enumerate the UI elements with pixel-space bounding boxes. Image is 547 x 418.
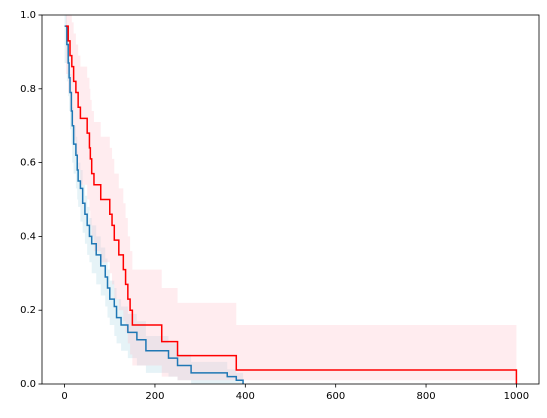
survival-line (65, 25, 518, 384)
plot-frame (41, 14, 540, 385)
x-tick-label: 400 (236, 391, 255, 402)
x-tick-label: 1000 (504, 391, 529, 402)
y-tick-label: 0.6 (20, 158, 36, 169)
y-tick-label: 1.0 (20, 10, 36, 21)
confidence-band (65, 15, 517, 381)
y-tick-label: 0.8 (20, 84, 36, 95)
x-tick-label: 0 (61, 391, 67, 402)
y-tick-label: 0.0 (20, 379, 36, 390)
y-tick-label: 0.2 (20, 305, 36, 316)
x-tick-label: 800 (416, 391, 435, 402)
x-tick-label: 600 (326, 391, 345, 402)
x-tick-label: 200 (145, 391, 164, 402)
y-tick-label: 0.4 (20, 231, 36, 242)
survival-line (64, 25, 244, 384)
